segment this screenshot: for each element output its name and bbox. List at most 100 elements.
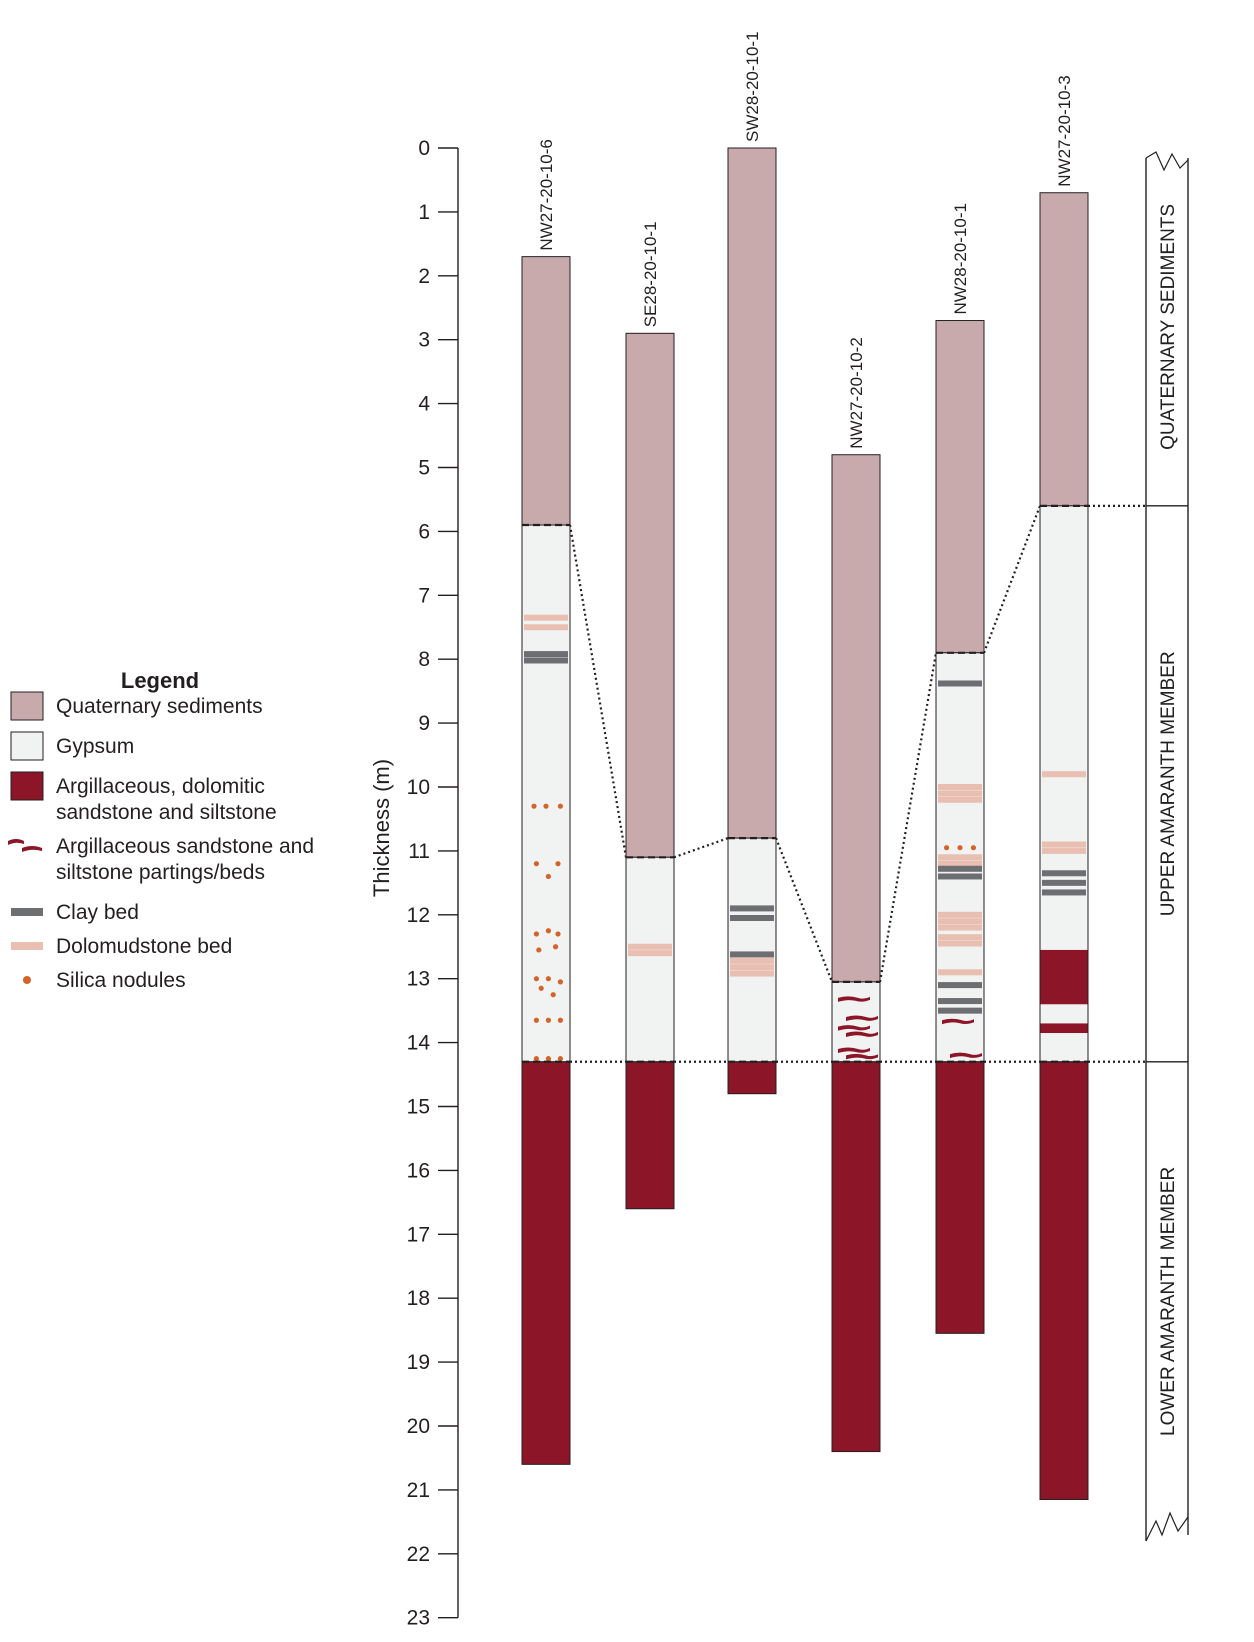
dolomudstone-bed: [1042, 847, 1086, 854]
clay-bed: [524, 651, 568, 658]
legend-item-dolomudstone: Dolomudstone bed: [11, 935, 232, 958]
legend-swatch: [8, 839, 42, 852]
tick-label: 19: [407, 1351, 430, 1374]
dolomudstone-bed: [730, 957, 774, 964]
dolomudstone-bed: [938, 934, 982, 941]
legend-item-partings: Argillaceous sandstone and siltstone part…: [8, 835, 314, 884]
clay-bed: [730, 951, 774, 958]
unit-label: QUATERNARY SEDIMENTS: [1158, 204, 1179, 450]
silica-nodule: [550, 992, 556, 998]
lithology-interval-argillaceous_dolomitic: [727, 1061, 777, 1095]
clay-bed: [730, 914, 774, 921]
silica-nodule: [557, 1055, 564, 1062]
tick-label: 8: [418, 648, 430, 671]
silica-nodule: [536, 947, 542, 953]
sandstone-parting: [838, 996, 870, 1002]
legend-item-gypsum: Gypsum: [10, 731, 134, 761]
well-column: NW28-20-10-1: [935, 203, 985, 1334]
unit-column-break-top: [1145, 151, 1189, 172]
well-label: NW27-20-10-2: [847, 337, 866, 449]
unit-label: LOWER AMARANTH MEMBER: [1158, 1167, 1179, 1436]
legend-swatch: [11, 942, 43, 950]
legend-swatch: [10, 771, 44, 801]
legend: Legend Quaternary sediments Gypsum Argilla…: [8, 668, 314, 992]
tick-label: 14: [407, 1032, 431, 1055]
sandstone-parting: [846, 1015, 878, 1022]
silica-nodule: [557, 1017, 564, 1023]
dolomudstone-bed: [938, 860, 982, 867]
legend-swatch: [11, 908, 43, 916]
well-column: NW27-20-10-6: [521, 139, 571, 1465]
silica-nodule: [555, 931, 561, 937]
argillaceous-bed: [1040, 949, 1088, 1005]
silica-nodule: [957, 845, 963, 851]
lithology-interval-quaternary: [935, 320, 985, 654]
dolomudstone-bed: [524, 614, 568, 621]
dolomudstone-bed: [628, 950, 672, 957]
silica-nodule: [533, 1055, 540, 1062]
silica-nodule: [531, 803, 537, 809]
legend-label: Clay bed: [56, 901, 139, 924]
clay-bed: [938, 1007, 982, 1014]
legend-label: Argillaceous sandstone and: [56, 835, 314, 858]
tick-label: 22: [407, 1543, 430, 1566]
thickness-axis: Thickness (m) 01234567891011121314151617…: [369, 137, 459, 1630]
tick-label: 0: [418, 137, 430, 160]
axis-title: Thickness (m): [369, 759, 394, 897]
lithology-interval-quaternary: [521, 256, 571, 526]
unit-column-break-bottom: [1145, 1511, 1189, 1542]
tick-label: 5: [418, 457, 430, 480]
clay-bed: [730, 905, 774, 912]
lithology-interval-gypsum: [727, 837, 777, 1063]
dolomudstone-bed: [938, 969, 982, 976]
dolomudstone-bed: [730, 970, 774, 977]
tick-label: 21: [407, 1479, 430, 1502]
silica-nodule: [545, 928, 552, 934]
silica-nodule: [943, 845, 950, 851]
tick-label: 9: [418, 712, 430, 735]
well-column: SE28-20-10-1: [625, 221, 675, 1210]
dolomudstone-bed: [938, 924, 982, 931]
lithology-interval-quaternary: [831, 454, 881, 983]
well-label: SE28-20-10-1: [641, 221, 660, 327]
tick-label: 2: [418, 265, 430, 288]
tick-label: 1: [418, 201, 430, 224]
tick-label: 3: [418, 329, 430, 352]
silica-nodule: [533, 976, 540, 982]
lithology-interval-argillaceous_dolomitic: [521, 1061, 571, 1465]
legend-label: Gypsum: [56, 735, 134, 758]
clay-bed: [938, 998, 982, 1005]
well-label: SW28-20-10-1: [743, 31, 762, 142]
tick-label: 16: [407, 1159, 430, 1182]
dolomudstone-bed: [1042, 841, 1086, 848]
silica-nodule: [538, 985, 544, 991]
sandstone-parting: [942, 1018, 974, 1025]
tick-label: 18: [407, 1287, 430, 1310]
clay-bed: [938, 873, 982, 880]
clay-bed: [1042, 870, 1086, 877]
unit-label: UPPER AMARANTH MEMBER: [1158, 651, 1179, 916]
tick-label: 23: [407, 1607, 430, 1630]
sandstone-parting: [838, 1025, 870, 1031]
tick-label: 12: [407, 904, 430, 927]
dolomudstone-bed: [524, 624, 568, 631]
legend-swatch: [10, 691, 44, 721]
lithology-interval-gypsum: [625, 856, 675, 1063]
silica-nodule: [545, 1055, 552, 1062]
tick-label: 4: [418, 393, 430, 416]
unit-column-border: [1145, 158, 1189, 1542]
legend-label: sandstone and siltstone: [56, 801, 277, 824]
well-column: NW27-20-10-3: [1039, 75, 1089, 1500]
well-column: NW27-20-10-2: [831, 337, 881, 1453]
stratigraphic-unit-column: QUATERNARY SEDIMENTS UPPER AMARANTH MEMBE…: [1145, 151, 1189, 1542]
dolomudstone-bed: [938, 854, 982, 861]
well-column: SW28-20-10-1: [727, 31, 777, 1095]
clay-bed: [524, 657, 568, 664]
sandstone-parting: [846, 1053, 878, 1060]
clay-bed: [938, 680, 982, 687]
silica-nodule: [533, 861, 540, 867]
tick-label: 15: [407, 1096, 430, 1119]
silica-nodule: [533, 1017, 540, 1023]
silica-nodule: [557, 979, 564, 985]
legend-item-argillaceous_dolomitic: Argillaceous, dolomitic sandstone and sil…: [10, 771, 277, 824]
